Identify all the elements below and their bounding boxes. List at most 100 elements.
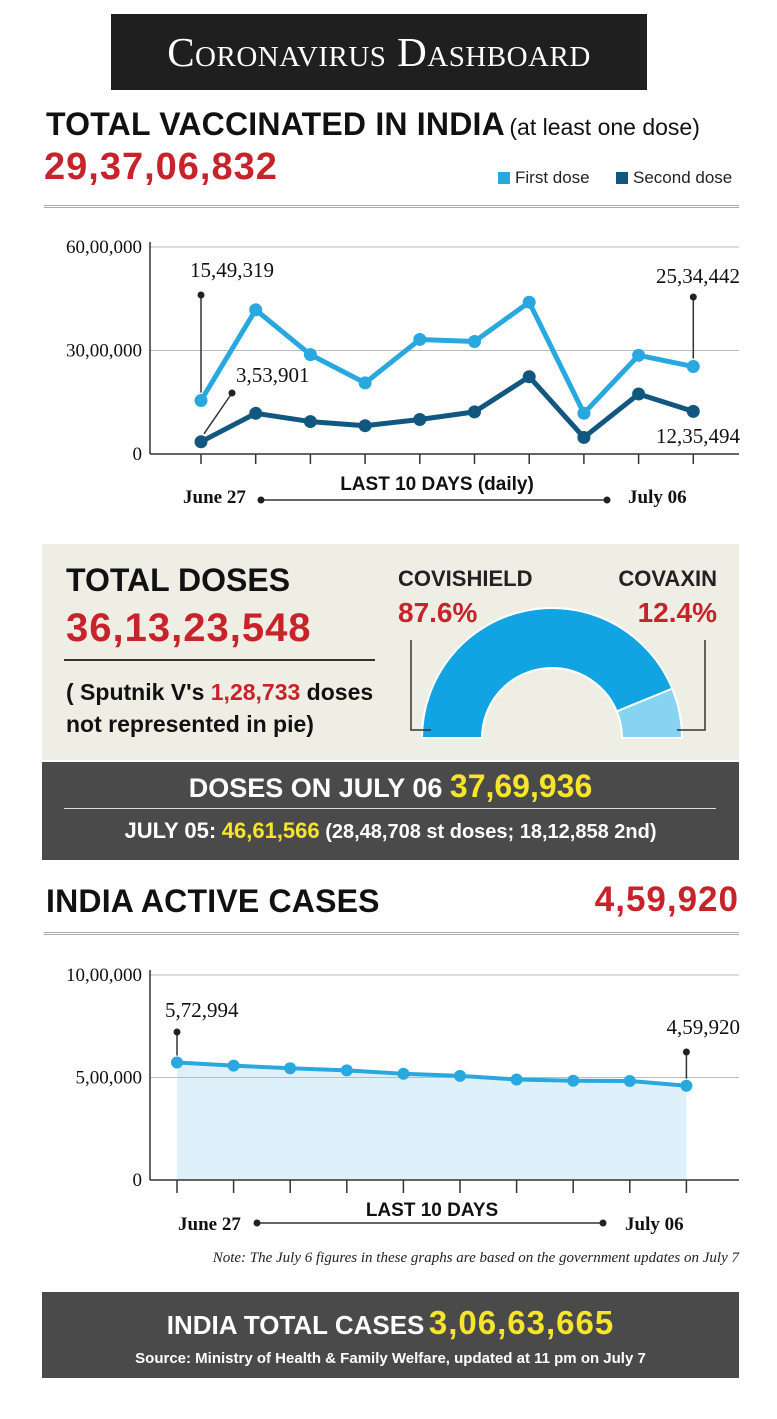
dashboard-title-banner: Coronavirus Dashboard — [111, 14, 647, 90]
covaxin-value: 12.4% — [638, 597, 717, 628]
first-dose-point — [249, 303, 263, 317]
second-dose-point — [358, 419, 372, 433]
second-dose-point — [194, 435, 208, 449]
active-cases-value: 4,59,920 — [594, 880, 739, 919]
annotation-first-start: 15,49,319 — [190, 258, 274, 282]
sputnik-note-number: 1,28,733 — [210, 679, 301, 705]
daily-doses-value: 37,69,936 — [449, 768, 593, 804]
second-dose-point — [303, 415, 317, 429]
legend-first-label: First dose — [515, 168, 590, 187]
total-doses-value: 36,13,23,548 — [66, 606, 312, 650]
second-dose-point — [468, 405, 481, 419]
x-end-label: July 06 — [625, 1214, 684, 1235]
first-dose-point — [413, 332, 427, 346]
total-doses-title: TOTAL DOSES — [66, 562, 291, 598]
active-cases-point — [397, 1067, 410, 1080]
second-dose-point — [632, 387, 646, 401]
annotation-second-end: 12,35,494 — [656, 424, 741, 448]
legend-second-swatch — [616, 172, 628, 184]
first-dose-point — [358, 376, 372, 390]
active-cases-point — [567, 1074, 580, 1087]
doses-divider — [64, 659, 375, 661]
annotation-first-end: 25,34,442 — [656, 264, 740, 288]
y-tick-label: 60,00,000 — [66, 237, 142, 258]
annotation-dot — [689, 293, 697, 301]
annotation-dot — [228, 389, 236, 397]
annotation-dot — [682, 1048, 690, 1056]
active-cases-point — [623, 1074, 636, 1087]
daily-doses-line: DOSES ON JULY 06 37,69,936 — [42, 768, 739, 805]
prev-day-label: JULY 05: — [124, 818, 217, 843]
active-cases-point — [454, 1069, 466, 1082]
active-area-fill — [177, 1062, 687, 1180]
active-cases-point — [171, 1056, 183, 1069]
vaccinated-total: 29,37,06,832 — [44, 146, 278, 188]
legend-second-label: Second dose — [633, 168, 733, 187]
annotation-leader — [203, 392, 233, 435]
x-axis-caption: LAST 10 DAYS — [366, 1200, 498, 1221]
range-dot-start — [257, 496, 265, 504]
legend-first-dose: First dose — [498, 168, 590, 188]
vaccinated-subtitle: (at least one dose) — [509, 114, 700, 140]
first-dose-point — [632, 348, 646, 362]
daily-divider — [64, 808, 716, 809]
first-dose-point — [303, 348, 317, 362]
covaxin-bracket — [677, 640, 706, 731]
active-cases-title: INDIA ACTIVE CASES — [46, 883, 380, 919]
divider-top — [44, 205, 739, 208]
legend-second-dose: Second dose — [616, 168, 732, 188]
source-line: Source: Ministry of Health & Family Welf… — [135, 1350, 646, 1367]
covaxin-slice — [615, 687, 684, 739]
prev-day-detail: (28,48,708 st doses; 18,12,858 2nd) — [325, 821, 657, 843]
divider-active — [44, 932, 739, 935]
y-tick-label: 0 — [133, 1170, 143, 1191]
active-cases-line — [176, 1060, 687, 1088]
second-dose-point — [577, 430, 591, 444]
daily-doses-panel: DOSES ON JULY 06 37,69,936 JULY 05: 46,6… — [42, 762, 739, 860]
covishield-slice — [420, 607, 674, 739]
y-tick-label: 5,00,000 — [76, 1068, 143, 1089]
dashboard-title: Coronavirus Dashboard — [167, 29, 591, 75]
range-dot-start — [253, 1219, 261, 1227]
second-dose-point — [413, 413, 427, 426]
x-end-label: July 06 — [628, 487, 687, 508]
first-dose-line — [198, 299, 694, 416]
covishield-value: 87.6% — [398, 597, 477, 628]
y-tick-label: 0 — [133, 444, 143, 465]
second-dose-point — [522, 370, 536, 384]
total-cases-value: 3,06,63,665 — [428, 1304, 615, 1341]
annotation-active-end: 4,59,920 — [667, 1015, 741, 1039]
annotation-dot — [173, 1028, 181, 1036]
active-cases-point — [284, 1062, 297, 1075]
range-dot-end — [603, 496, 611, 504]
vaccination-line-chart: 0 30,00,000 60,00,000 15,49,319 3,53,901 25,3… — [66, 237, 741, 508]
active-cases-point — [227, 1059, 240, 1072]
vaccine-share-semicircle-chart: COVISHIELD 87.6% COVAXIN 12.4% — [398, 566, 717, 739]
first-dose-point — [468, 335, 481, 349]
range-dot-end — [599, 1219, 607, 1227]
covishield-bracket — [410, 640, 431, 731]
prev-day-value: 46,61,566 — [221, 818, 320, 843]
y-tick-label: 30,00,000 — [66, 341, 142, 362]
annotation-dot — [197, 291, 205, 299]
first-dose-point — [194, 394, 208, 408]
active-cases-point — [510, 1073, 523, 1086]
active-cases-point — [680, 1079, 693, 1092]
sputnik-note: ( Sputnik V's 1,28,733 doses not represe… — [66, 676, 373, 740]
vaccinated-header: TOTAL VACCINATED IN INDIA (at least one … — [46, 106, 700, 143]
total-cases-panel: INDIA TOTAL CASES 3,06,63,665 Source: Mi… — [42, 1292, 739, 1378]
footnote: Note: The July 6 figures in these graphs… — [212, 1250, 739, 1266]
second-dose-line — [199, 374, 695, 445]
first-dose-point — [686, 360, 700, 374]
active-cases-point — [340, 1064, 353, 1077]
first-dose-point — [522, 295, 536, 309]
vaccinated-title: TOTAL VACCINATED IN INDIA — [46, 106, 505, 142]
annotation-active-start: 5,72,994 — [165, 998, 239, 1022]
prev-day-line: JULY 05: 46,61,566 (28,48,708 st doses; … — [42, 818, 739, 844]
first-dose-point — [577, 406, 591, 420]
x-axis-caption: LAST 10 DAYS (daily) — [340, 474, 534, 495]
covishield-label: COVISHIELD — [398, 566, 532, 591]
y-tick-label: 10,00,000 — [66, 965, 142, 986]
legend-first-swatch — [498, 172, 510, 184]
x-start-label: June 27 — [178, 1214, 241, 1235]
